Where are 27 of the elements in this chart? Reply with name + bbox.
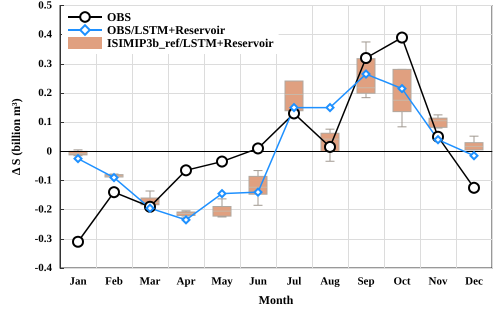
- x-tick-label: Sep: [357, 276, 375, 288]
- y-tick-label: 0.5: [38, 0, 52, 12]
- x-tick-label: Dec: [465, 276, 483, 288]
- y-tick-label: -0.4: [34, 262, 52, 274]
- y-tick-label: 0.2: [38, 87, 52, 99]
- y-tick-label: -0.2: [34, 204, 52, 216]
- x-tick-label: Jan: [69, 276, 87, 288]
- y-tick-label: 0: [46, 145, 52, 158]
- x-axis-title: Month: [258, 293, 294, 307]
- x-tick-label: Nov: [428, 276, 448, 288]
- legend-label: OBS/LSTM+Reservoir: [107, 23, 226, 37]
- x-tick-label: Oct: [393, 276, 411, 288]
- y-tick-label: -0.3: [34, 232, 52, 245]
- y-tick-label: 0.3: [38, 58, 52, 70]
- x-tick-label: Feb: [105, 276, 123, 288]
- x-tick-label: Aug: [320, 276, 340, 288]
- y-tick-label: 0.4: [38, 28, 52, 41]
- legend-label: ISIMIP3b_ref/LSTM+Reservoir: [107, 36, 274, 50]
- x-tick-label: Mar: [140, 276, 160, 288]
- legend-label: OBS: [107, 10, 132, 24]
- x-tick-label: Jun: [249, 276, 267, 288]
- x-tick-label: Apr: [176, 276, 196, 288]
- x-tick-label: Jul: [286, 276, 302, 288]
- y-tick-label: -0.1: [34, 174, 52, 186]
- y-axis-title: Δ S (billion m³): [9, 98, 23, 176]
- y-tick-label: 0.1: [38, 116, 52, 128]
- x-tick-label: May: [211, 276, 234, 288]
